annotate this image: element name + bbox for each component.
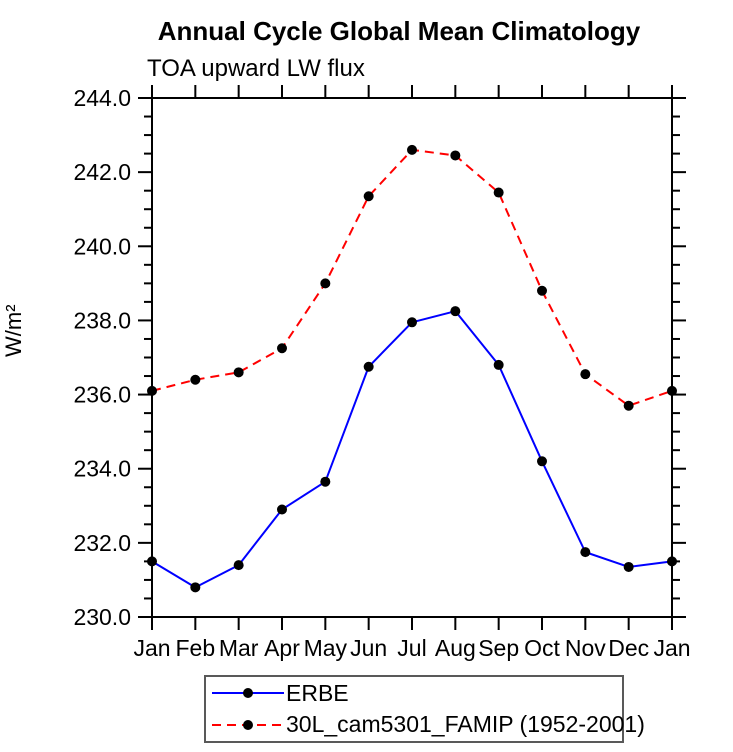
- plot-frame: [151, 97, 673, 618]
- y-axis-tick-label: 240.0: [73, 233, 131, 259]
- x-axis-tick-label: Mar: [219, 635, 259, 661]
- data-point-marker: [320, 476, 331, 487]
- data-point-marker: [537, 456, 547, 467]
- data-point-marker: [623, 400, 634, 411]
- data-point-marker: [190, 374, 201, 385]
- x-axis-tick-label: Sep: [478, 635, 519, 661]
- data-point-marker: [233, 560, 244, 571]
- y-axis-tick-label: 234.0: [73, 456, 131, 482]
- x-axis-tick-label: Feb: [176, 635, 216, 661]
- x-axis-tick-label: Jul: [397, 635, 426, 661]
- x-axis-tick-label: Jun: [350, 635, 387, 661]
- chart-subtitle: TOA upward LW flux: [147, 55, 365, 82]
- data-point-marker: [667, 385, 677, 396]
- y-axis-tick-label: 238.0: [73, 307, 131, 333]
- chart-title: Annual Cycle Global Mean Climatology: [157, 16, 641, 46]
- y-axis-tick-label: 232.0: [73, 530, 131, 556]
- data-point-marker: [363, 191, 374, 202]
- data-point-marker: [363, 361, 374, 372]
- legend-label-erbe: ERBE: [286, 679, 349, 706]
- y-axis-tick-label: 230.0: [73, 604, 131, 630]
- x-axis-tick-label: Jan: [653, 635, 690, 661]
- legend-label-famip: 30L_cam5301_FAMIP (1952-2001): [286, 711, 645, 738]
- x-axis-tick-label: Dec: [608, 635, 649, 661]
- data-point-marker: [450, 150, 461, 161]
- series-line-1: [151, 148, 673, 407]
- data-point-marker: [537, 285, 547, 296]
- data-point-marker: [407, 317, 417, 328]
- data-point-marker: [277, 343, 287, 354]
- x-axis-tick-label: May: [304, 635, 348, 661]
- x-axis-tick-label: Oct: [524, 635, 560, 661]
- data-point-marker: [190, 582, 201, 593]
- legend-line-sample-dashed-red: [212, 719, 284, 730]
- data-point-marker: [320, 278, 331, 289]
- x-axis-tick-label: Aug: [435, 635, 476, 661]
- legend: ERBE 30L_cam5301_FAMIP (1952-2001): [204, 675, 645, 743]
- data-point-marker: [277, 504, 287, 515]
- data-point-marker: [233, 367, 244, 378]
- y-axis-tick-label: 244.0: [73, 85, 131, 111]
- x-axis-tick-label: Jan: [133, 635, 170, 661]
- data-point-marker: [580, 547, 591, 558]
- x-axis-tick-label: Apr: [264, 635, 300, 661]
- series-line-0: [151, 310, 673, 589]
- data-point-marker: [407, 144, 417, 155]
- data-point-marker: [493, 187, 504, 198]
- legend-item-famip: 30L_cam5301_FAMIP (1952-2001): [210, 710, 645, 740]
- data-point-marker: [493, 359, 504, 370]
- legend-line-sample-solid-blue: [212, 688, 284, 699]
- data-point-marker: [667, 556, 677, 567]
- data-point-marker: [147, 556, 157, 567]
- data-point-marker: [147, 385, 157, 396]
- data-point-marker: [450, 306, 461, 317]
- x-axis-tick-label: Nov: [565, 635, 606, 661]
- data-point-marker: [580, 369, 591, 380]
- y-axis-tick-label: 236.0: [73, 382, 131, 408]
- data-point-marker: [623, 561, 634, 572]
- legend-item-erbe: ERBE: [210, 678, 622, 708]
- y-axis-tick-label: 242.0: [73, 159, 131, 185]
